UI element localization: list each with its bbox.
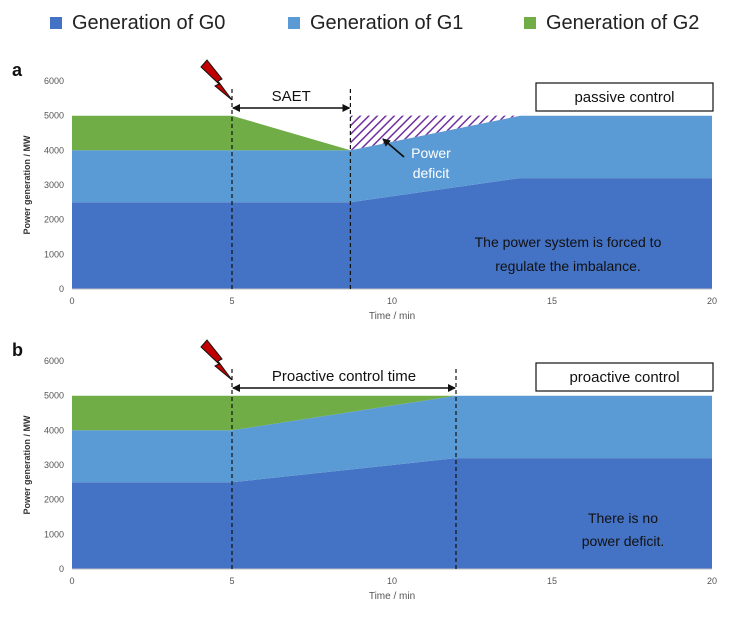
legend-item-g1: Generation of G1 xyxy=(288,12,463,34)
panel-label: b xyxy=(12,340,23,360)
y-tick-label: 4000 xyxy=(44,425,64,435)
x-tick-label: 15 xyxy=(547,576,557,586)
y-tick-label: 3000 xyxy=(44,460,64,470)
lightning-fault-icon xyxy=(200,339,233,381)
y-tick-label: 3000 xyxy=(44,180,64,190)
x-tick-label: 20 xyxy=(707,296,717,306)
chart-panel-a: 0 1000 2000 3000 4000 5000 6000 0 5 10 15 20 Time / … xyxy=(12,59,717,322)
x-tick-label: 20 xyxy=(707,576,717,586)
x-tick-label: 5 xyxy=(229,576,234,586)
x-tick-label: 15 xyxy=(547,296,557,306)
deficit-pointer-arrow xyxy=(382,138,405,158)
x-tick-label: 5 xyxy=(229,296,234,306)
legend-item-g2: Generation of G2 xyxy=(524,12,699,34)
chart-panel-b: 0 1000 2000 3000 4000 5000 6000 0 5 10 15 20 Time / … xyxy=(12,339,717,602)
span-label: SAET xyxy=(272,88,311,105)
y-axis-label: Power generation / MW xyxy=(22,415,32,515)
y-axis-label: Power generation / MW xyxy=(22,135,32,235)
legend-item-g0: Generation of G0 xyxy=(50,12,225,34)
area-series-0 xyxy=(72,458,712,569)
note-line-2: regulate the imbalance. xyxy=(495,258,641,274)
x-axis-label: Time / min xyxy=(369,591,415,602)
chart-legend: Generation of G0 Generation of G1 Genera… xyxy=(0,0,732,40)
x-tick-label: 0 xyxy=(69,296,74,306)
note-line-2: power deficit. xyxy=(582,533,664,549)
control-mode-label: proactive control xyxy=(569,369,679,386)
y-tick-label: 2000 xyxy=(44,215,64,225)
y-tick-label: 6000 xyxy=(44,76,64,86)
y-tick-label: 1000 xyxy=(44,249,64,259)
x-tick-label: 10 xyxy=(387,576,397,586)
note-line-1: The power system is forced to xyxy=(475,234,662,250)
deficit-label-line-2: deficit xyxy=(413,165,450,181)
control-mode-box xyxy=(535,82,714,112)
y-tick-label: 4000 xyxy=(44,145,64,155)
x-tick-label: 10 xyxy=(387,296,397,306)
y-tick-label: 1000 xyxy=(44,529,64,539)
legend-label-g2: Generation of G2 xyxy=(546,11,700,34)
legend-swatch-g0 xyxy=(50,17,62,29)
area-series-0 xyxy=(72,178,712,289)
control-mode-box xyxy=(535,362,714,392)
lightning-fault-icon xyxy=(200,59,233,101)
note-line-1: There is no xyxy=(588,510,658,526)
x-tick-label: 0 xyxy=(69,576,74,586)
x-axis-label: Time / min xyxy=(369,311,415,322)
y-tick-label: 6000 xyxy=(44,356,64,366)
panel-label: a xyxy=(12,60,23,80)
control-mode-label: passive control xyxy=(574,89,674,106)
deficit-label-line-1: Power xyxy=(411,145,451,161)
y-tick-label: 0 xyxy=(59,284,64,294)
legend-swatch-g1 xyxy=(288,17,300,29)
power-deficit-area xyxy=(350,115,520,151)
legend-label-g0: Generation of G0 xyxy=(72,11,226,34)
y-tick-label: 5000 xyxy=(44,391,64,401)
y-tick-label: 2000 xyxy=(44,495,64,505)
y-tick-label: 0 xyxy=(59,564,64,574)
legend-label-g1: Generation of G1 xyxy=(310,11,464,34)
legend-swatch-g2 xyxy=(524,17,536,29)
y-tick-label: 5000 xyxy=(44,111,64,121)
span-label: Proactive control time xyxy=(272,368,416,385)
